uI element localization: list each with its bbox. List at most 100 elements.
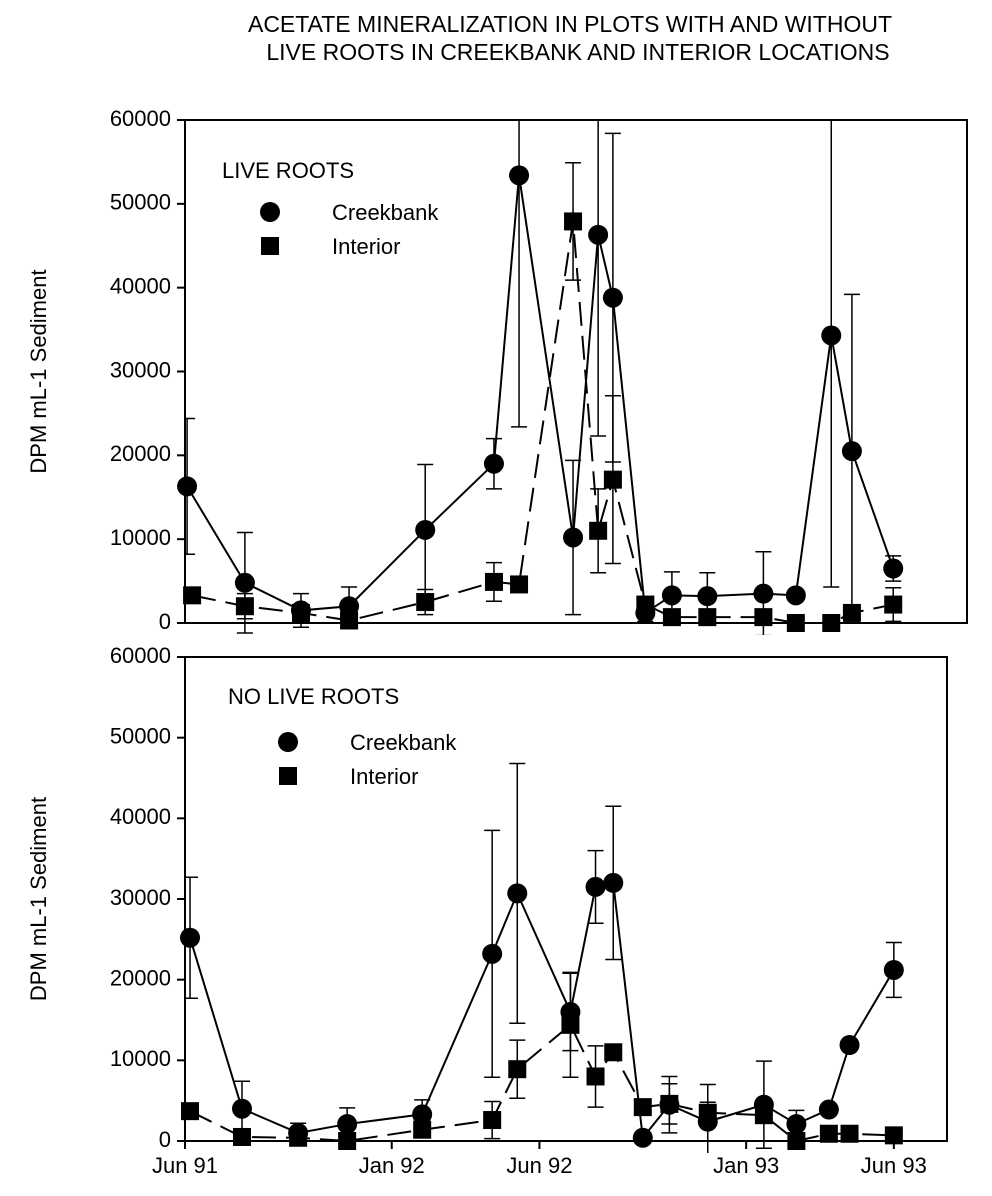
- data-point: [785, 585, 806, 606]
- data-point: [507, 883, 528, 904]
- y-axis-label: DPM mL-1 Sediment: [26, 269, 51, 473]
- y-tick-label: 20000: [110, 441, 171, 466]
- chart-title: LIVE ROOTS IN CREEKBANK AND INTERIOR LOC…: [266, 39, 889, 65]
- data-point: [840, 1124, 859, 1143]
- data-point: [603, 872, 624, 893]
- data-point: [842, 603, 861, 622]
- data-point: [604, 1043, 623, 1062]
- panel-label: LIVE ROOTS: [222, 158, 354, 183]
- y-tick-label: 50000: [110, 723, 171, 748]
- data-point: [883, 558, 904, 579]
- data-point: [413, 1120, 432, 1139]
- data-point: [483, 1111, 502, 1130]
- data-point: [233, 1127, 252, 1146]
- panel-label: NO LIVE ROOTS: [228, 684, 399, 709]
- data-point: [633, 1098, 652, 1117]
- data-point: [585, 876, 606, 897]
- data-point: [509, 165, 530, 186]
- data-point: [338, 1132, 357, 1150]
- data-point: [602, 287, 623, 308]
- data-point: [180, 927, 201, 948]
- legend-marker: [279, 767, 297, 785]
- data-point: [589, 521, 608, 540]
- data-point: [484, 572, 503, 591]
- x-tick-label: Jun 92: [506, 1153, 572, 1178]
- data-point: [183, 586, 202, 605]
- y-tick-label: 20000: [110, 965, 171, 990]
- y-tick-label: 60000: [110, 106, 171, 131]
- data-point: [291, 603, 310, 622]
- data-point: [588, 224, 609, 245]
- y-tick-label: 0: [159, 1127, 171, 1152]
- data-point: [839, 1035, 860, 1056]
- legend-label: Creekbank: [350, 730, 457, 755]
- data-point: [416, 593, 435, 612]
- data-point: [510, 575, 529, 594]
- y-tick-label: 30000: [110, 357, 171, 382]
- legend-marker: [261, 237, 279, 255]
- data-point: [482, 943, 503, 964]
- data-point: [412, 1104, 433, 1125]
- data-point: [235, 597, 254, 616]
- data-point: [754, 1106, 773, 1125]
- data-point: [181, 1102, 200, 1121]
- data-point: [698, 608, 717, 627]
- data-point: [753, 583, 774, 604]
- data-point: [660, 1094, 679, 1113]
- y-tick-label: 40000: [110, 804, 171, 829]
- y-tick-label: 30000: [110, 885, 171, 910]
- data-point: [564, 212, 583, 231]
- legend-label: Creekbank: [332, 200, 439, 225]
- y-tick-label: 10000: [110, 1046, 171, 1071]
- series-line: [189, 881, 895, 1141]
- data-point: [884, 1126, 903, 1145]
- legend-label: Interior: [350, 764, 418, 789]
- y-axis-label: DPM mL-1 Sediment: [26, 797, 51, 1001]
- y-tick-label: 40000: [110, 273, 171, 298]
- data-point: [232, 1098, 253, 1119]
- data-point: [563, 527, 584, 548]
- data-point: [662, 608, 681, 627]
- data-point: [818, 1099, 839, 1120]
- data-point: [415, 519, 436, 540]
- x-tick-label: Jan 92: [359, 1153, 425, 1178]
- data-point: [661, 585, 682, 606]
- data-point: [289, 1128, 308, 1147]
- y-tick-label: 50000: [110, 190, 171, 215]
- y-tick-label: 0: [159, 609, 171, 634]
- data-point: [822, 614, 841, 632]
- legend-marker: [260, 202, 280, 222]
- data-point: [754, 608, 773, 627]
- data-point: [884, 595, 903, 614]
- y-tick-label: 10000: [110, 525, 171, 550]
- chart-title: ACETATE MINERALIZATION IN PLOTS WITH AND…: [248, 11, 892, 37]
- data-point: [603, 470, 622, 489]
- data-point: [841, 441, 862, 462]
- data-point: [337, 1114, 358, 1135]
- data-point: [508, 1060, 527, 1079]
- series-line: [186, 175, 895, 615]
- data-point: [586, 1067, 605, 1086]
- data-point: [340, 611, 359, 630]
- x-tick-label: Jun 91: [152, 1153, 218, 1178]
- legend-label: Interior: [332, 234, 400, 259]
- data-point: [821, 325, 842, 346]
- series-line: [191, 221, 894, 624]
- x-tick-label: Jan 93: [713, 1153, 779, 1178]
- data-point: [561, 1015, 580, 1034]
- x-tick-label: Jun 93: [861, 1153, 927, 1178]
- data-point: [787, 1132, 806, 1150]
- data-point: [819, 1124, 838, 1143]
- data-point: [177, 476, 198, 497]
- data-point: [339, 596, 360, 617]
- data-point: [483, 453, 504, 474]
- data-point: [632, 1127, 653, 1148]
- y-tick-label: 60000: [110, 643, 171, 668]
- data-point: [883, 959, 904, 980]
- data-point: [234, 572, 255, 593]
- data-point: [636, 595, 655, 614]
- data-point: [697, 586, 718, 607]
- legend-marker: [278, 732, 298, 752]
